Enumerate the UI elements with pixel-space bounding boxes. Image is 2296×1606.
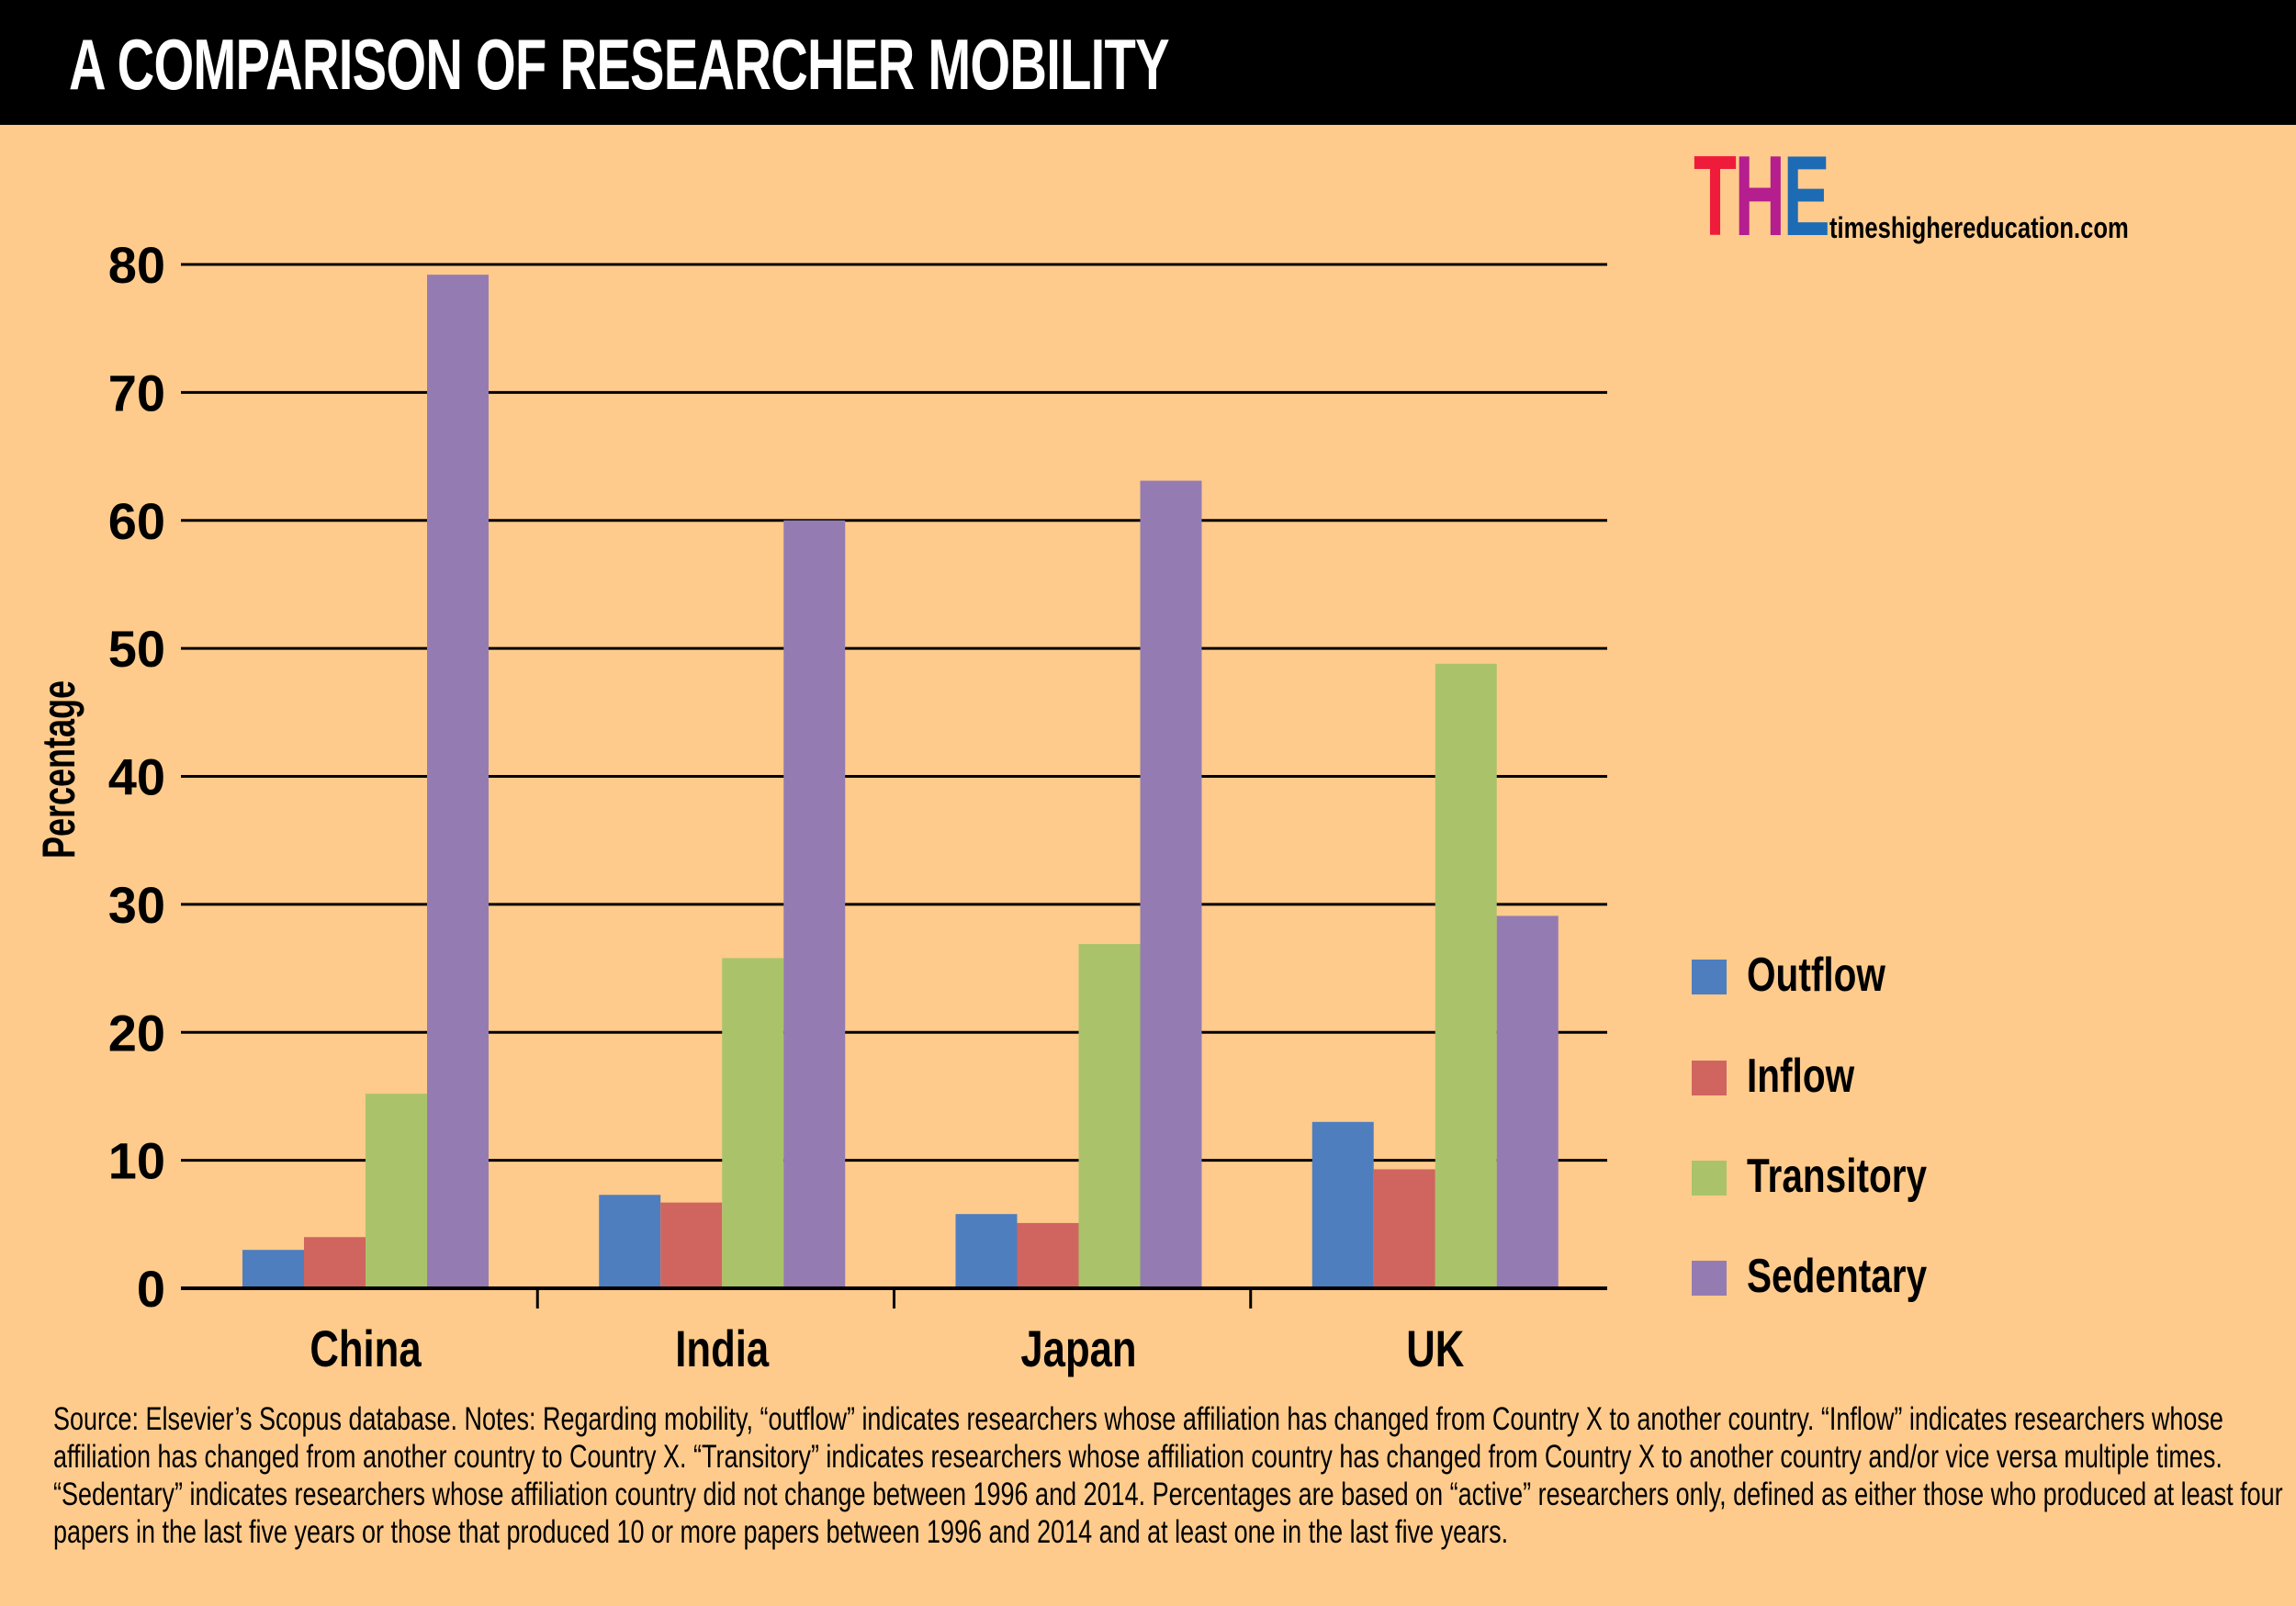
- y-tick-label: 0: [137, 1260, 165, 1318]
- bar-transitory-china: [366, 1094, 427, 1288]
- chart-title: A COMPARISON OF RESEARCHER MOBILITY: [69, 24, 1170, 105]
- x-tick-label: UK: [1406, 1320, 1464, 1377]
- bar-outflow-uk: [1311, 1121, 1374, 1288]
- legend-swatch: [1692, 1061, 1727, 1095]
- x-tick-label: India: [675, 1320, 770, 1377]
- y-tick-label: 20: [108, 1004, 165, 1061]
- legend-swatch: [1692, 1261, 1727, 1296]
- bar-transitory-japan: [1078, 944, 1141, 1288]
- y-tick-label: 60: [108, 492, 165, 550]
- logo-letter-e: E: [1783, 133, 1830, 260]
- bar-inflow-uk: [1373, 1169, 1435, 1288]
- legend-label: Sedentary: [1747, 1250, 1928, 1303]
- bar-outflow-china: [242, 1250, 304, 1288]
- legend-swatch: [1692, 960, 1727, 994]
- legend-label: Outflow: [1747, 949, 1885, 1002]
- y-tick-label: 80: [108, 236, 165, 294]
- legend-swatch: [1692, 1161, 1727, 1196]
- x-axis: [181, 1286, 1607, 1308]
- bar-sedentary-india: [783, 520, 846, 1288]
- bars: [242, 275, 1559, 1288]
- y-axis-ticks: 0 10 20 30 40 50 60 70 80: [108, 236, 165, 1318]
- bar-transitory-india: [722, 958, 784, 1288]
- legend-label: Transitory: [1747, 1150, 1928, 1203]
- y-tick-label: 70: [108, 364, 165, 421]
- title-bar: A COMPARISON OF RESEARCHER MOBILITY: [0, 0, 2296, 125]
- logo-letter-t: T: [1694, 133, 1737, 260]
- bar-inflow-japan: [1017, 1222, 1079, 1288]
- logo-letter-h: H: [1734, 133, 1785, 260]
- bar-inflow-india: [660, 1202, 723, 1288]
- bar-inflow-china: [304, 1237, 366, 1288]
- gridlines: [181, 263, 1607, 1162]
- bar-outflow-india: [599, 1195, 661, 1288]
- source-footnote: Source: Elsevier’s Scopus database. Note…: [53, 1401, 2283, 1550]
- bar-sedentary-japan: [1140, 480, 1202, 1288]
- x-axis-labels: China India Japan UK: [310, 1320, 1464, 1377]
- bar-outflow-japan: [955, 1214, 1018, 1288]
- y-tick-label: 30: [108, 876, 165, 934]
- y-tick-label: 10: [108, 1132, 165, 1190]
- the-logo: THE: [1694, 133, 1830, 260]
- x-tick-label: Japan: [1020, 1320, 1136, 1377]
- y-tick-label: 40: [108, 748, 165, 806]
- bar-sedentary-china: [427, 275, 489, 1288]
- y-axis-label: Percentage: [33, 679, 84, 859]
- bar-sedentary-uk: [1496, 915, 1559, 1288]
- y-tick-label: 50: [108, 620, 165, 678]
- x-tick-label: China: [310, 1320, 422, 1377]
- legend-label: Inflow: [1747, 1050, 1855, 1103]
- website-url: timeshighereducation.com: [1829, 211, 2129, 244]
- bar-transitory-uk: [1435, 663, 1497, 1288]
